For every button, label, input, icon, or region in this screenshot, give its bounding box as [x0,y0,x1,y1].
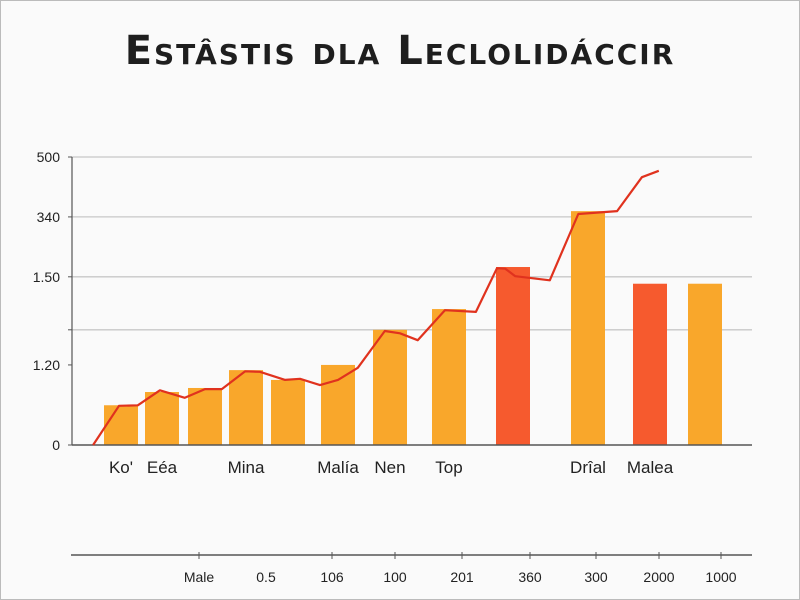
secondary-tick-label: 300 [584,569,608,585]
bar [688,283,722,445]
secondary-tick-label: 2000 [643,569,674,585]
y-tick-label: 1.20 [33,357,60,373]
secondary-tick-label: 100 [383,569,407,585]
secondary-tick-label: 201 [450,569,474,585]
bar [496,267,530,445]
bar [633,283,667,445]
y-tick-label: 340 [37,209,61,225]
bar [432,309,466,445]
bar [271,379,305,445]
secondary-tick-label: 360 [518,569,542,585]
x-category-label: Top [435,458,462,477]
bar [571,211,605,445]
secondary-tick-label: Male [184,569,215,585]
x-category-label: Mina [228,458,265,477]
y-tick-label: 500 [37,149,61,165]
x-category-label: Malía [317,458,359,477]
chart-title: Estâstis dla Leclolidáccir [124,28,676,74]
secondary-tick-label: 1000 [705,569,736,585]
secondary-tick-label: 106 [320,569,344,585]
x-category-label: Eéa [147,458,178,477]
bar [321,364,355,445]
bar [373,329,407,445]
bar [188,387,222,445]
secondary-tick-label: 0.5 [256,569,276,585]
bar [229,370,263,445]
x-category-label: Drîal [570,458,606,477]
bar [104,405,138,445]
x-category-label: Ko' [109,458,133,477]
bar [145,392,179,445]
y-tick-label: 0 [52,437,60,453]
y-tick-label: 1.50 [33,269,60,285]
x-category-label: Malea [627,458,674,477]
x-category-label: Nen [374,458,405,477]
